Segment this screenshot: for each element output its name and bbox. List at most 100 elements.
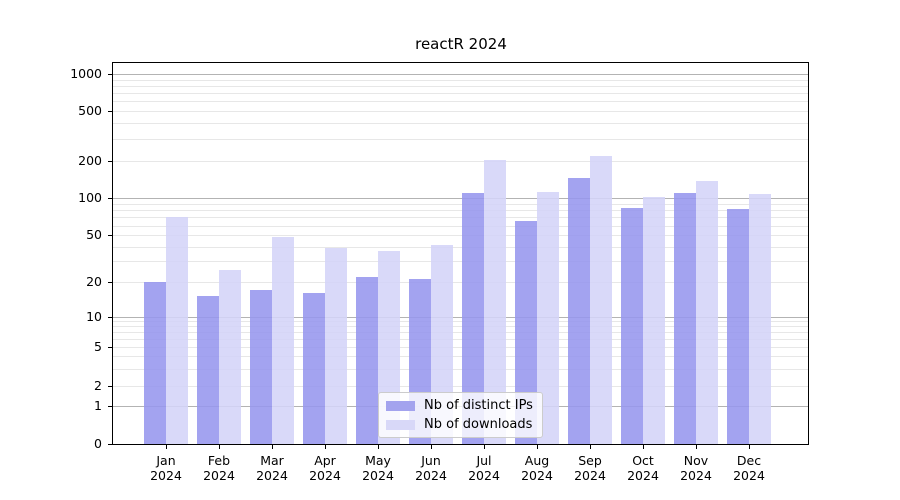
y-tick-1 — [108, 406, 112, 407]
y-tick-label-200: 200 — [78, 153, 102, 168]
x-tick-label-jan: Jan 2024 — [136, 453, 196, 483]
y-tick-label-10: 10 — [86, 308, 102, 324]
x-tick-oct — [643, 445, 644, 449]
y-tick-label-2: 2 — [94, 378, 102, 393]
bar-downloads-mar — [272, 237, 294, 444]
bar-downloads-sep — [590, 155, 612, 444]
gridline-300 — [113, 139, 808, 140]
gridline-70 — [113, 217, 808, 218]
gridline-5 — [113, 347, 808, 348]
x-tick-year-feb: 2024 — [203, 468, 235, 483]
y-tick-50 — [108, 235, 112, 236]
x-tick-year-oct: 2024 — [627, 468, 659, 483]
legend-swatch-downloads — [386, 419, 415, 430]
y-tick-label-50: 50 — [86, 227, 102, 243]
gridline-800 — [113, 86, 808, 87]
bar-downloads-feb — [219, 270, 241, 444]
gridline-600 — [113, 101, 808, 102]
x-tick-label-aug: Aug 2024 — [507, 453, 567, 483]
x-tick-year-aug: 2024 — [521, 468, 553, 483]
x-tick-label-nov: Nov 2024 — [666, 453, 726, 483]
x-tick-mar — [272, 445, 273, 449]
x-tick-month-feb: Feb — [207, 453, 231, 468]
x-tick-label-dec: Dec 2024 — [719, 453, 779, 483]
x-tick-year-apr: 2024 — [309, 468, 341, 483]
chart-title: reactR 2024 — [415, 35, 507, 53]
gridline-700 — [113, 93, 808, 94]
x-tick-month-aug: Aug — [524, 453, 550, 468]
y-tick-label-500: 500 — [78, 102, 102, 118]
bar-distinct-ips-jul — [462, 193, 484, 444]
gridline-80 — [113, 210, 808, 211]
x-tick-label-mar: Mar 2024 — [242, 453, 302, 483]
bar-downloads-oct — [643, 197, 665, 444]
x-tick-dec — [749, 445, 750, 449]
bar-distinct-ips-nov — [674, 193, 696, 444]
x-tick-year-nov: 2024 — [680, 468, 712, 483]
x-tick-sep — [590, 445, 591, 449]
x-tick-year-jun: 2024 — [415, 468, 447, 483]
x-tick-month-oct: Oct — [632, 453, 654, 468]
gridline-20 — [113, 282, 808, 283]
gridline-200 — [113, 161, 808, 162]
gridline-4 — [113, 356, 808, 357]
bar-distinct-ips-oct — [621, 207, 643, 444]
x-tick-label-sep: Sep 2024 — [560, 453, 620, 483]
y-tick-label-20: 20 — [86, 273, 102, 289]
gridline-6 — [113, 339, 808, 340]
gridline-1000 — [113, 74, 808, 75]
bar-distinct-ips-jan — [144, 281, 166, 444]
x-tick-label-oct: Oct 2024 — [613, 453, 673, 483]
x-tick-jan — [166, 445, 167, 449]
y-tick-10 — [108, 317, 112, 318]
x-tick-month-nov: Nov — [683, 453, 709, 468]
x-tick-month-apr: Apr — [314, 453, 336, 468]
x-tick-apr — [325, 445, 326, 449]
bar-downloads-dec — [749, 193, 771, 444]
x-tick-label-jul: Jul 2024 — [454, 453, 514, 483]
x-tick-aug — [537, 445, 538, 449]
x-tick-month-mar: Mar — [260, 453, 284, 468]
y-tick-5 — [108, 347, 112, 348]
bar-distinct-ips-apr — [303, 292, 325, 444]
x-tick-year-mar: 2024 — [256, 468, 288, 483]
gridline-400 — [113, 123, 808, 124]
x-tick-jun — [431, 445, 432, 449]
bar-downloads-aug — [537, 191, 559, 444]
y-tick-20 — [108, 282, 112, 283]
y-tick-1000 — [108, 74, 112, 75]
bar-distinct-ips-may — [356, 276, 378, 444]
x-tick-year-jan: 2024 — [150, 468, 182, 483]
x-tick-label-jun: Jun 2024 — [401, 453, 461, 483]
gridline-9 — [113, 321, 808, 322]
y-tick-200 — [108, 161, 112, 162]
x-tick-jul — [484, 445, 485, 449]
gridline-60 — [113, 226, 808, 227]
gridline-40 — [113, 247, 808, 248]
y-tick-0 — [108, 444, 112, 445]
x-tick-label-may: May 2024 — [348, 453, 408, 483]
bar-distinct-ips-mar — [250, 289, 272, 444]
x-tick-year-dec: 2024 — [733, 468, 765, 483]
legend-item-distinct-ips: Nb of distinct IPs — [386, 396, 542, 415]
bar-downloads-apr — [325, 247, 347, 444]
y-tick-label-0: 0 — [94, 436, 102, 451]
bar-distinct-ips-sep — [568, 178, 590, 444]
bar-distinct-ips-aug — [515, 221, 537, 444]
y-tick-label-1000: 1000 — [70, 66, 102, 81]
bar-distinct-ips-feb — [197, 296, 219, 444]
x-tick-may — [378, 445, 379, 449]
bar-downloads-jan — [166, 217, 188, 444]
x-tick-month-sep: Sep — [578, 453, 602, 468]
gridline-100 — [113, 198, 808, 199]
bar-distinct-ips-dec — [727, 208, 749, 444]
gridline-30 — [113, 261, 808, 262]
gridline-900 — [113, 80, 808, 81]
x-tick-feb — [219, 445, 220, 449]
legend-item-downloads: Nb of downloads — [386, 415, 542, 434]
gridline-500 — [113, 111, 808, 112]
x-tick-year-sep: 2024 — [574, 468, 606, 483]
x-tick-month-may: May — [365, 453, 391, 468]
bar-downloads-jul — [484, 159, 506, 444]
